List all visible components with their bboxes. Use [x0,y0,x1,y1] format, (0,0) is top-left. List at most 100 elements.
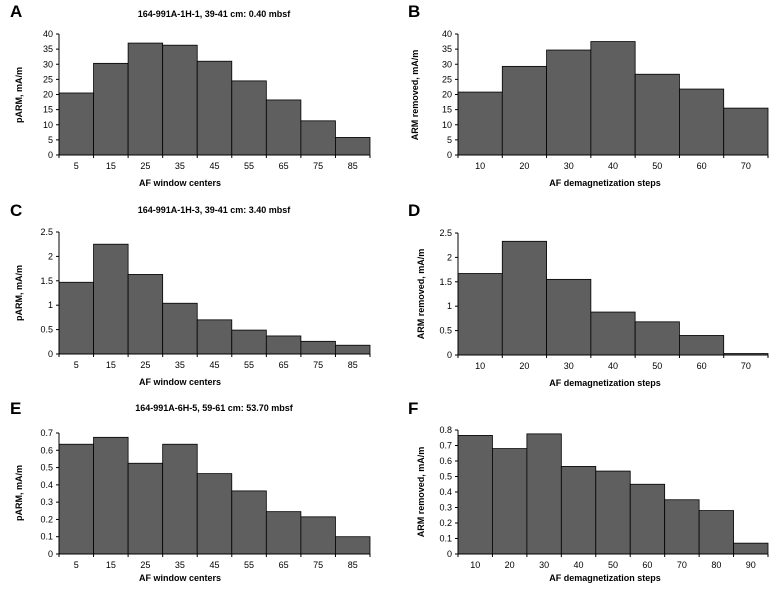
chart-d-y-tick-label: 0 [447,350,452,360]
chart-b-bar-60 [679,88,725,156]
chart-b-y-tick-label: 10 [442,120,452,130]
chart-b-x-tick-label: 70 [741,161,751,171]
chart-c-y-tick-label: 0 [48,349,53,359]
chart-a-x-tick-label: 55 [244,161,254,171]
chart-a-x-tick-label: 25 [140,161,150,171]
chart-a-bar-5 [58,92,94,156]
chart-f-bar-60 [629,483,666,555]
chart-a-x-tick-label: 45 [209,161,219,171]
chart-e-bar-45 [196,473,233,555]
chart-c-title: 164-991A-1H-3, 39-41 cm: 3.40 mbsf [138,205,292,215]
chart-b-y-tick-label: 5 [447,135,452,145]
chart-e-x-tick-label: 35 [175,560,185,570]
chart-a: 0 5 10 15 20 25 30 35 40 5 15 25 35 45 55 65 75 85 A 164-99… [10,2,371,188]
chart-c-bar-25 [127,274,164,355]
chart-b-bar-70 [723,107,769,156]
chart-e-x-tick-label: 75 [313,560,323,570]
chart-d-y-tick-label: 0.5 [439,326,452,336]
chart-f-x-tick-label: 60 [642,560,652,570]
chart-f: 0 0.1 0.2 0.3 0.4 0.5 0.6 0.7 0.8 10 20 30 40 50 60 70 8… [408,399,769,583]
chart-c-x-tick-label: 45 [209,360,219,370]
chart-f-bar-30 [526,433,562,555]
chart-b-bar-50 [634,73,680,156]
chart-a-title: 164-991A-1H-1, 39-41 cm: 0.40 mbsf [138,9,292,19]
chart-e-y-tick-label: 0.5 [40,463,53,473]
chart-d-x-tick-label: 10 [475,361,485,371]
chart-a-y-tick-label: 0 [48,150,53,160]
chart-c-x-tick-label: 55 [244,360,254,370]
chart-d-x-tick-label: 30 [564,361,574,371]
chart-b-y-tick-label: 0 [447,150,452,160]
chart-d-bar-40 [590,311,636,356]
chart-a-y-tick-label: 5 [48,135,53,145]
chart-a-bar-25 [127,42,164,156]
chart-a-y-tick-label: 40 [43,29,53,39]
chart-f-bar-70 [664,499,700,555]
chart-c-y-tick-label: 1.5 [40,276,53,286]
chart-a-y-tick-label: 30 [43,59,53,69]
chart-e-y-tick-label: 0.7 [40,428,53,438]
chart-d-x-axis-label: AF demagnetization steps [549,378,661,388]
chart-b-x-tick-label: 50 [652,161,662,171]
chart-f-bar-20 [492,448,528,555]
chart-b-x-tick-label: 10 [475,161,485,171]
chart-e-bar-55 [231,490,267,555]
chart-a-y-tick-label: 20 [43,90,53,100]
chart-a-x-tick-label: 75 [313,161,323,171]
chart-a-x-tick-label: 35 [175,161,185,171]
chart-e-bar-85 [335,536,371,555]
chart-c-panel-letter: C [10,201,22,220]
chart-e-bar-5 [58,443,94,555]
chart-f-bar-50 [595,470,631,555]
chart-a-x-tick-label: 15 [106,161,116,171]
chart-b-bar-10 [457,91,503,156]
chart-e-bar-25 [127,462,164,555]
chart-c-x-tick-label: 75 [313,360,323,370]
chart-f-y-tick-label: 0.1 [439,534,452,544]
chart-a-bar-75 [300,120,336,156]
chart-c-x-axis-label: AF window centers [139,377,221,387]
chart-f-y-tick-label: 0.3 [439,503,452,513]
chart-d-panel-letter: D [408,201,420,220]
chart-b: 0 5 10 15 20 25 30 35 40 10 20 30 40 50 60 70 B AF demagn… [408,2,769,188]
chart-d-bar-10 [457,273,503,356]
chart-d-bar-50 [634,321,680,356]
chart-c-x-tick-label: 25 [140,360,150,370]
chart-e-x-tick-label: 85 [348,560,358,570]
chart-c-bar-65 [265,335,302,355]
chart-f-x-tick-label: 50 [608,560,618,570]
chart-e: 0 0.1 0.2 0.3 0.4 0.5 0.6 0.7 5 15 25 35 45 55 65 75 85 E… [10,399,371,583]
chart-d-x-tick-label: 60 [697,361,707,371]
chart-c-y-tick-label: 2.5 [40,227,53,237]
chart-a-bar-65 [265,99,302,156]
chart-b-panel-letter: B [408,2,420,21]
chart-f-x-tick-label: 10 [470,560,480,570]
chart-d: 0 0.5 1 1.5 2 2.5 10 20 30 40 50 60 70 D AF demagnetiz… [408,201,769,388]
chart-f-y-tick-label: 0 [447,549,452,559]
chart-a-x-tick-label: 5 [74,161,79,171]
chart-a-bar-35 [162,44,198,156]
chart-f-y-tick-label: 0.8 [439,425,452,435]
chart-d-y-tick-label: 2.5 [439,228,452,238]
chart-c-y-axis-label: pARM, mA/m [14,265,24,321]
chart-c-bar-55 [231,329,267,355]
chart-c-bar-5 [58,281,94,355]
chart-d-y-tick-label: 1.5 [439,277,452,287]
chart-e-title: 164-991A-6H-5, 59-61 cm: 53.70 mbsf [135,403,294,413]
chart-f-x-tick-label: 30 [539,560,549,570]
chart-f-bar-90 [733,542,769,555]
chart-b-y-tick-label: 15 [442,105,452,115]
chart-e-x-tick-label: 5 [74,560,79,570]
chart-f-y-tick-label: 0.6 [439,456,452,466]
chart-f-bar-10 [457,435,493,555]
chart-b-y-tick-label: 30 [442,59,452,69]
chart-e-bar-75 [300,516,336,555]
chart-c-x-tick-label: 5 [74,360,79,370]
chart-c-bar-15 [93,243,129,355]
chart-e-x-tick-label: 65 [279,560,289,570]
chart-d-bar-30 [546,278,592,356]
chart-c-bar-85 [335,344,371,355]
chart-e-x-tick-label: 15 [106,560,116,570]
chart-b-bar-20 [501,65,547,156]
